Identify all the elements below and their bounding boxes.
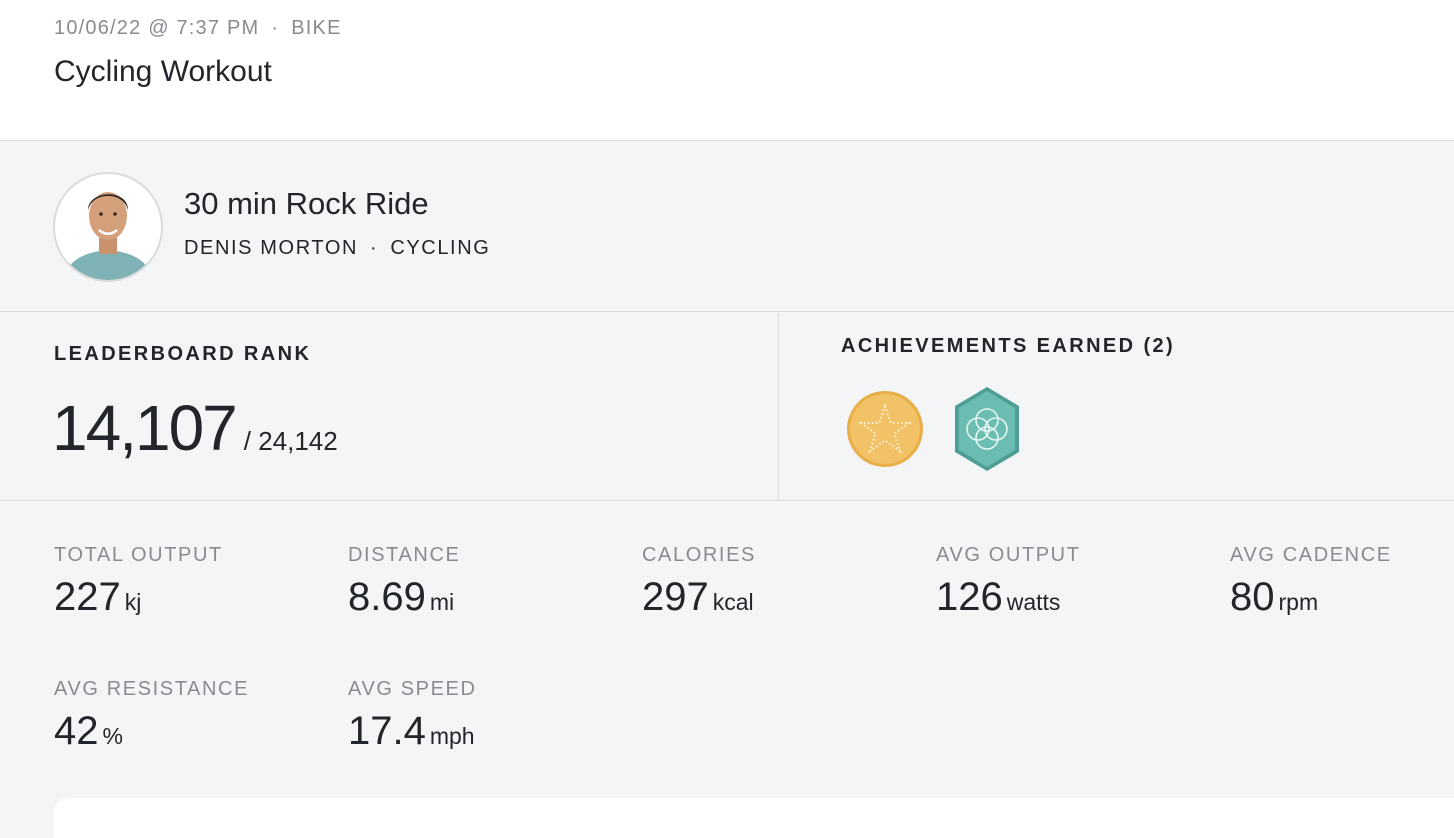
stat-number: 8.69 bbox=[348, 575, 426, 619]
stat-unit: % bbox=[102, 723, 123, 749]
stat-value: 17.4 mph bbox=[348, 709, 477, 754]
stat-value: 297 kcal bbox=[642, 575, 756, 620]
leaderboard-label: LEADERBOARD RANK bbox=[54, 343, 312, 365]
stat-distance: DISTANCE 8.69 mi bbox=[348, 544, 460, 620]
stat-value: 8.69 mi bbox=[348, 575, 460, 620]
class-subtitle: DENIS MORTON · CYCLING bbox=[184, 237, 490, 260]
stat-value: 126 watts bbox=[936, 575, 1081, 620]
stat-total-output: TOTAL OUTPUT 227 kj bbox=[54, 544, 223, 620]
stat-label: AVG SPEED bbox=[348, 678, 477, 700]
stat-number: 42 bbox=[54, 709, 99, 753]
meta-separator: · bbox=[271, 17, 280, 39]
stat-label: TOTAL OUTPUT bbox=[54, 544, 223, 566]
leaderboard-panel: LEADERBOARD RANK 14,107/ 24,142 bbox=[0, 313, 779, 501]
rank-achievements-row: LEADERBOARD RANK 14,107/ 24,142 ACHIEVEM… bbox=[0, 313, 1454, 501]
teal-circles-badge-icon[interactable] bbox=[953, 386, 1021, 477]
class-separator: · bbox=[370, 237, 379, 259]
stat-label: AVG RESISTANCE bbox=[54, 678, 250, 700]
stat-number: 17.4 bbox=[348, 709, 426, 753]
stat-label: CALORIES bbox=[642, 544, 756, 566]
stat-number: 126 bbox=[936, 575, 1003, 619]
instructor-avatar[interactable] bbox=[53, 172, 163, 282]
stat-unit: kj bbox=[124, 589, 142, 615]
stat-label: DISTANCE bbox=[348, 544, 461, 566]
page-title: Cycling Workout bbox=[54, 55, 272, 88]
class-discipline: CYCLING bbox=[390, 237, 491, 259]
stat-calories: CALORIES 297 kcal bbox=[642, 544, 756, 620]
stat-unit: mi bbox=[429, 589, 455, 615]
class-info[interactable]: 30 min Rock Ride DENIS MORTON · CYCLING bbox=[0, 142, 1454, 312]
stat-unit: rpm bbox=[1278, 589, 1319, 615]
instructor-name[interactable]: DENIS MORTON bbox=[184, 237, 359, 259]
stat-value: 227 kj bbox=[54, 575, 223, 620]
workout-meta: 10/06/22 @ 7:37 PM · BIKE bbox=[54, 17, 342, 40]
stat-label: AVG OUTPUT bbox=[936, 544, 1081, 566]
stat-unit: kcal bbox=[712, 589, 754, 615]
stat-avg-cadence: AVG CADENCE 80 rpm bbox=[1230, 544, 1392, 620]
next-card bbox=[54, 798, 1454, 838]
stat-value: 42% bbox=[54, 709, 249, 754]
workout-stats: TOTAL OUTPUT 227 kj DISTANCE 8.69 mi CALOR… bbox=[0, 502, 1454, 816]
achievements-label: ACHIEVEMENTS EARNED (2) bbox=[841, 335, 1176, 357]
workout-date: 10/06/22 @ 7:37 PM bbox=[54, 17, 260, 39]
class-name[interactable]: 30 min Rock Ride bbox=[184, 186, 429, 221]
rank-number: 14,107 bbox=[52, 392, 238, 464]
gold-star-badge-icon[interactable] bbox=[846, 390, 924, 473]
stat-unit: watts bbox=[1006, 589, 1061, 615]
stat-avg-speed: AVG SPEED 17.4 mph bbox=[348, 678, 477, 754]
workout-header: 10/06/22 @ 7:37 PM · BIKE Cycling Workout bbox=[0, 0, 1454, 141]
leaderboard-rank: 14,107/ 24,142 bbox=[52, 391, 338, 465]
workout-type: BIKE bbox=[291, 17, 342, 39]
stat-unit: mph bbox=[429, 723, 475, 749]
rank-total: / 24,142 bbox=[243, 426, 338, 456]
stat-avg-resistance: AVG RESISTANCE 42% bbox=[54, 678, 249, 754]
stat-avg-output: AVG OUTPUT 126 watts bbox=[936, 544, 1081, 620]
stat-label: AVG CADENCE bbox=[1230, 544, 1392, 566]
stat-number: 297 bbox=[642, 575, 709, 619]
stat-number: 80 bbox=[1230, 575, 1275, 619]
stat-value: 80 rpm bbox=[1230, 575, 1392, 620]
stat-number: 227 bbox=[54, 575, 121, 619]
